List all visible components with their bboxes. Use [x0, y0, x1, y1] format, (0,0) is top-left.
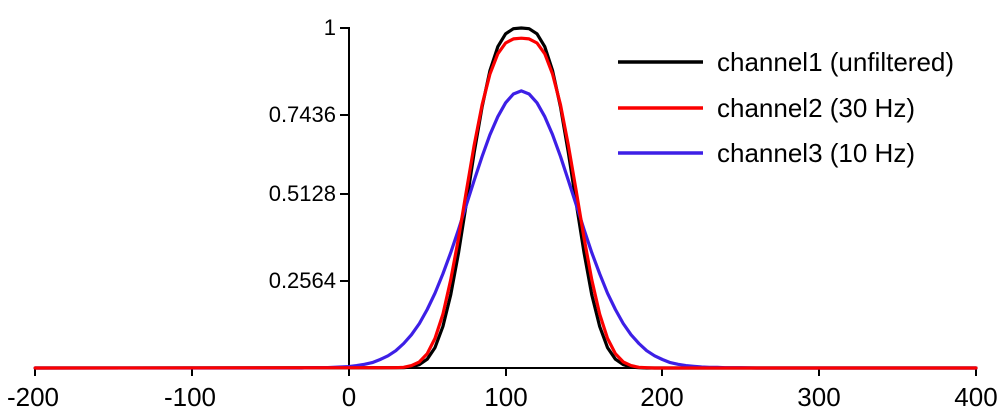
legend: channel1 (unfiltered) channel2 (30 Hz) c…: [618, 47, 954, 168]
x-tick-label-300: 300: [797, 382, 840, 412]
x-tick-label-100: 100: [484, 382, 527, 412]
x-tick-label-200: 200: [640, 382, 683, 412]
legend-label-channel1: channel1 (unfiltered): [717, 47, 954, 77]
x-tick-label-0: 0: [342, 382, 356, 412]
y-tick-label-1: 1: [324, 15, 336, 40]
plot-series: [33, 26, 978, 370]
series-line-channel3: [33, 89, 978, 370]
y-tick-label-02564: 0.2564: [269, 268, 336, 293]
series-line-channel1: [33, 26, 978, 370]
x-tick-label-neg200: -200: [7, 382, 59, 412]
x-tick-label-neg100: -100: [164, 382, 216, 412]
series-line-channel2: [33, 36, 978, 370]
y-axis: 1 0.7436 0.5128 0.2564: [269, 15, 350, 369]
y-tick-label-07436: 0.7436: [269, 102, 336, 127]
x-tick-label-400: 400: [954, 382, 997, 412]
legend-label-channel2: channel2 (30 Hz): [717, 93, 915, 123]
legend-label-channel3: channel3 (10 Hz): [717, 138, 915, 168]
y-tick-label-05128: 0.5128: [269, 181, 336, 206]
x-axis: -200 -100 0 100 200 300 400: [7, 367, 998, 412]
